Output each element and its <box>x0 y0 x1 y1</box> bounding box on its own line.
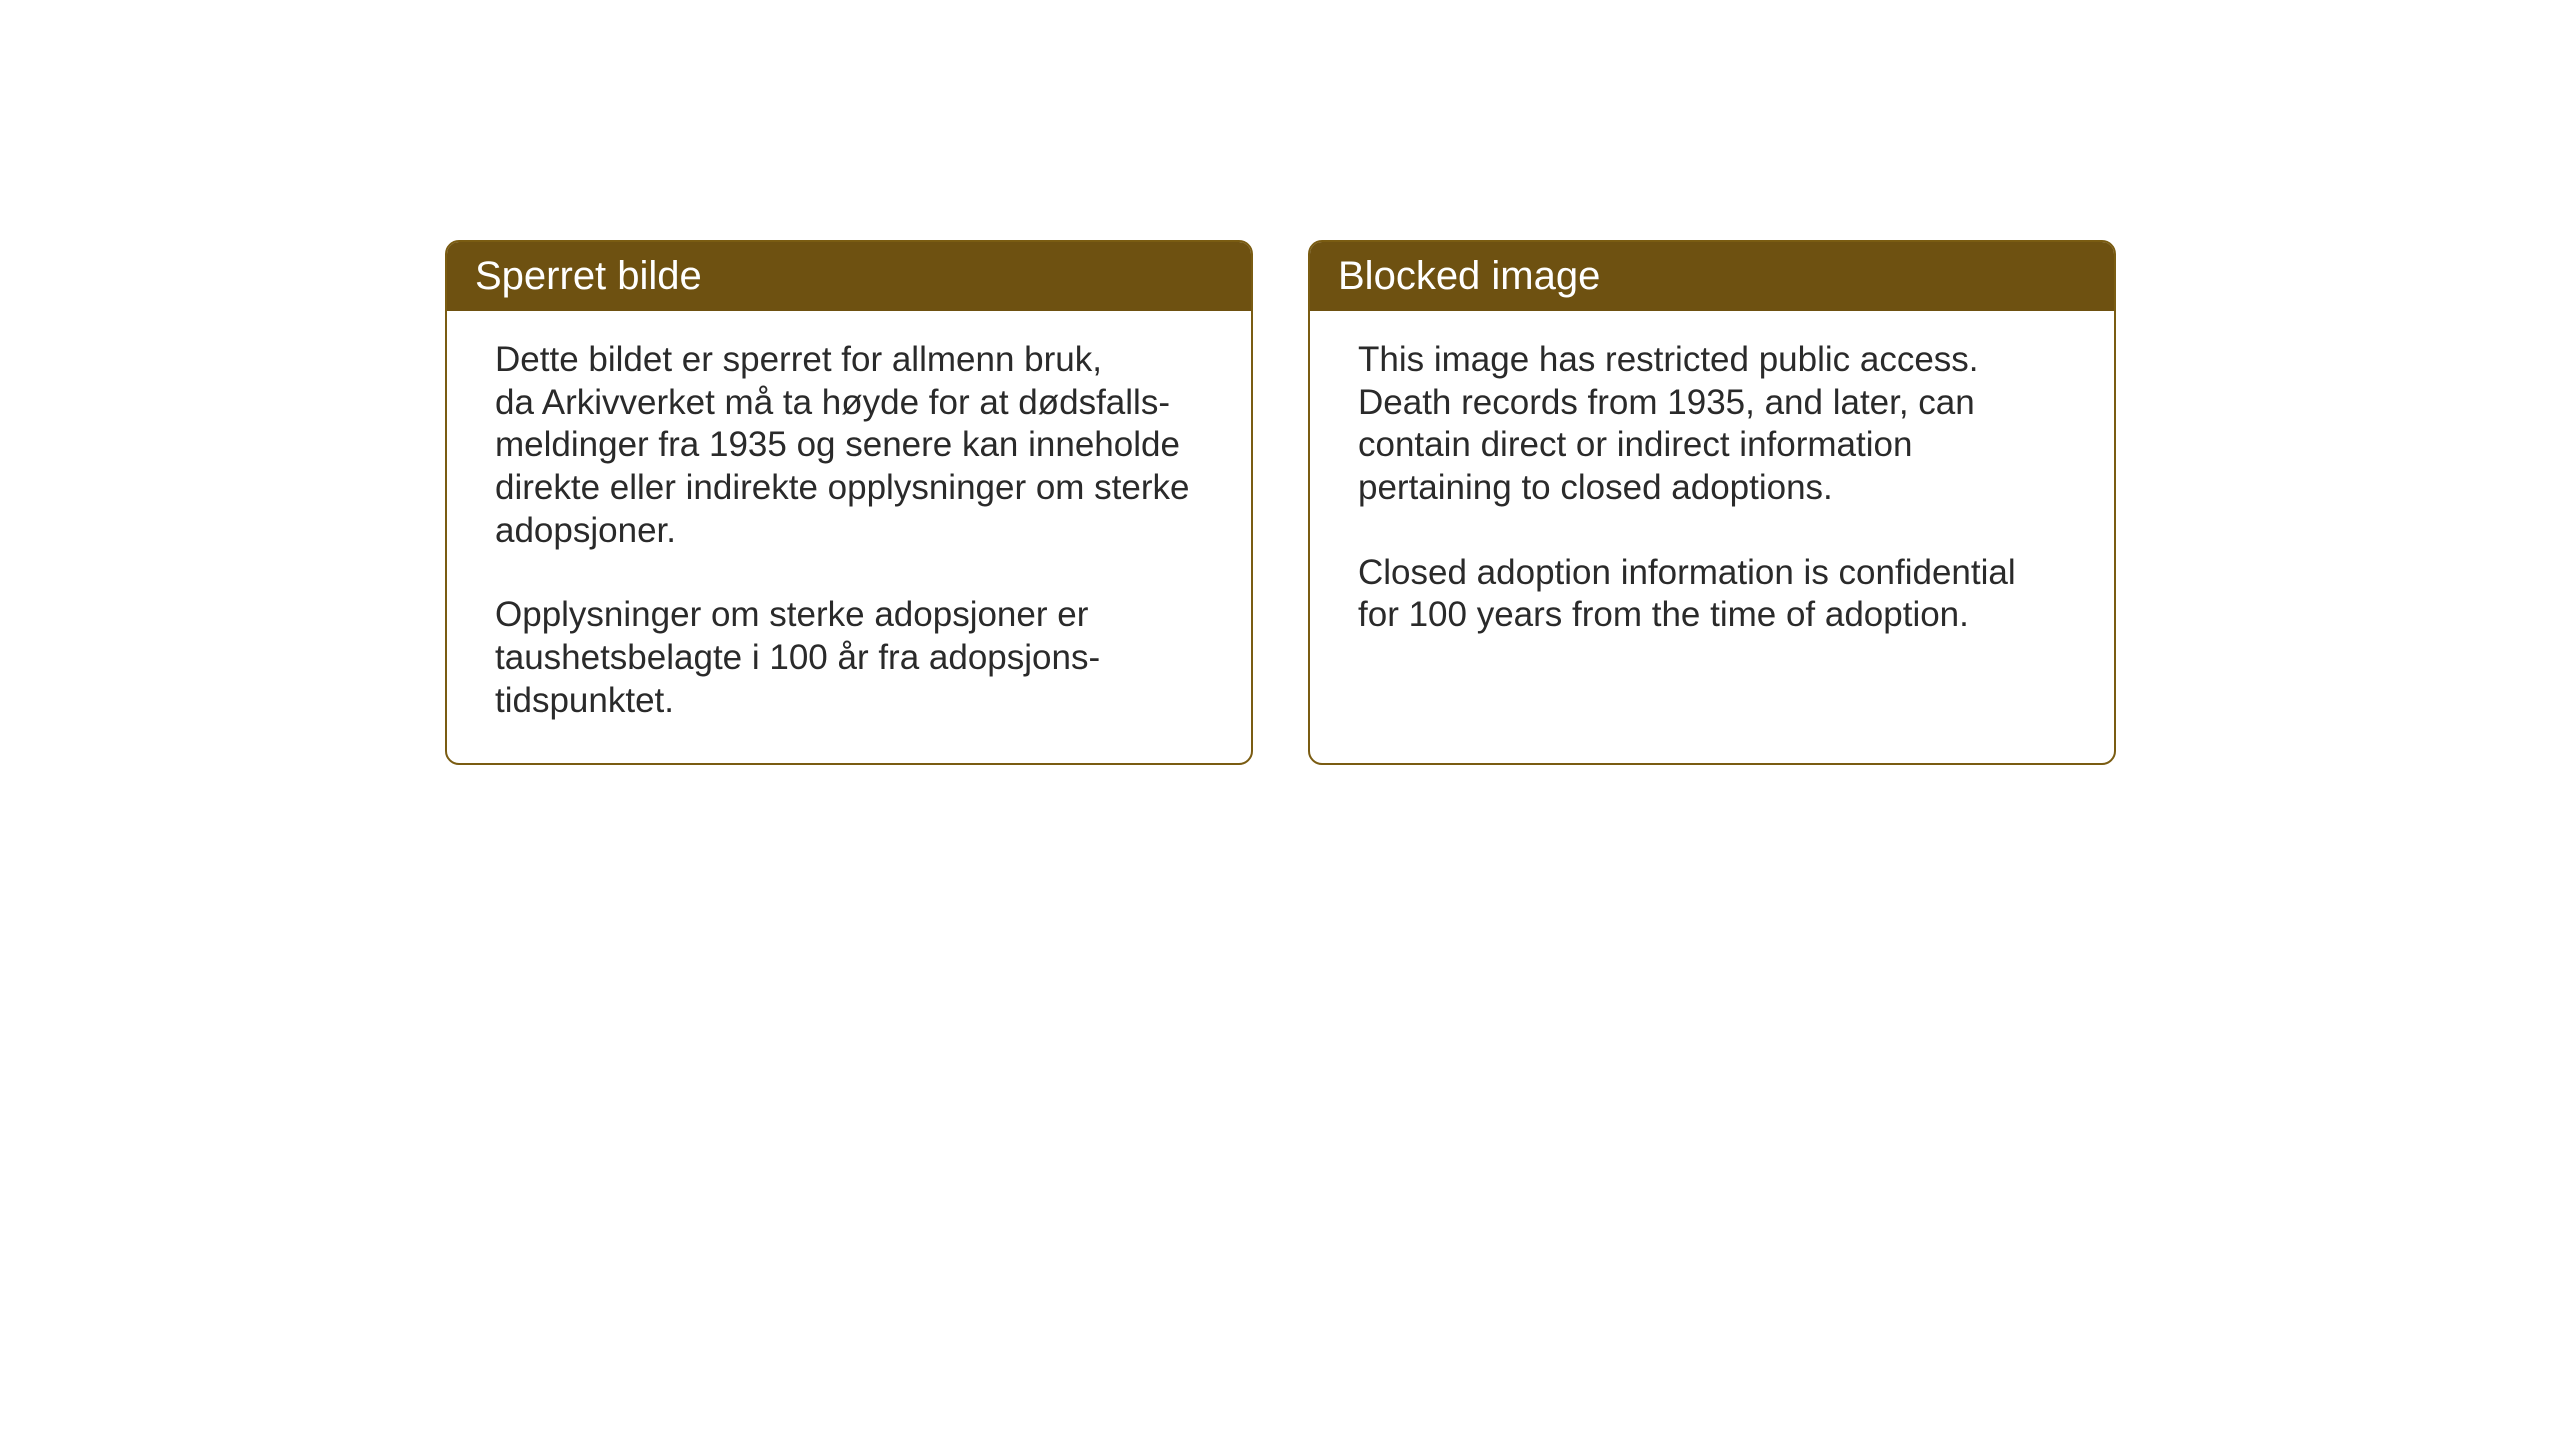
card-paragraph-1-norwegian: Dette bildet er sperret for allmenn bruk… <box>495 339 1203 552</box>
card-english: Blocked image This image has restricted … <box>1308 240 2116 765</box>
card-paragraph-2-english: Closed adoption information is confident… <box>1358 552 2066 637</box>
card-title-english: Blocked image <box>1338 254 2086 299</box>
card-norwegian: Sperret bilde Dette bildet er sperret fo… <box>445 240 1253 765</box>
cards-container: Sperret bilde Dette bildet er sperret fo… <box>445 240 2116 765</box>
card-paragraph-1-english: This image has restricted public access.… <box>1358 339 2066 510</box>
card-header-norwegian: Sperret bilde <box>447 242 1251 311</box>
card-header-english: Blocked image <box>1310 242 2114 311</box>
card-paragraph-2-norwegian: Opplysninger om sterke adopsjoner er tau… <box>495 594 1203 722</box>
card-body-english: This image has restricted public access.… <box>1310 311 2114 677</box>
card-body-norwegian: Dette bildet er sperret for allmenn bruk… <box>447 311 1251 763</box>
card-title-norwegian: Sperret bilde <box>475 254 1223 299</box>
